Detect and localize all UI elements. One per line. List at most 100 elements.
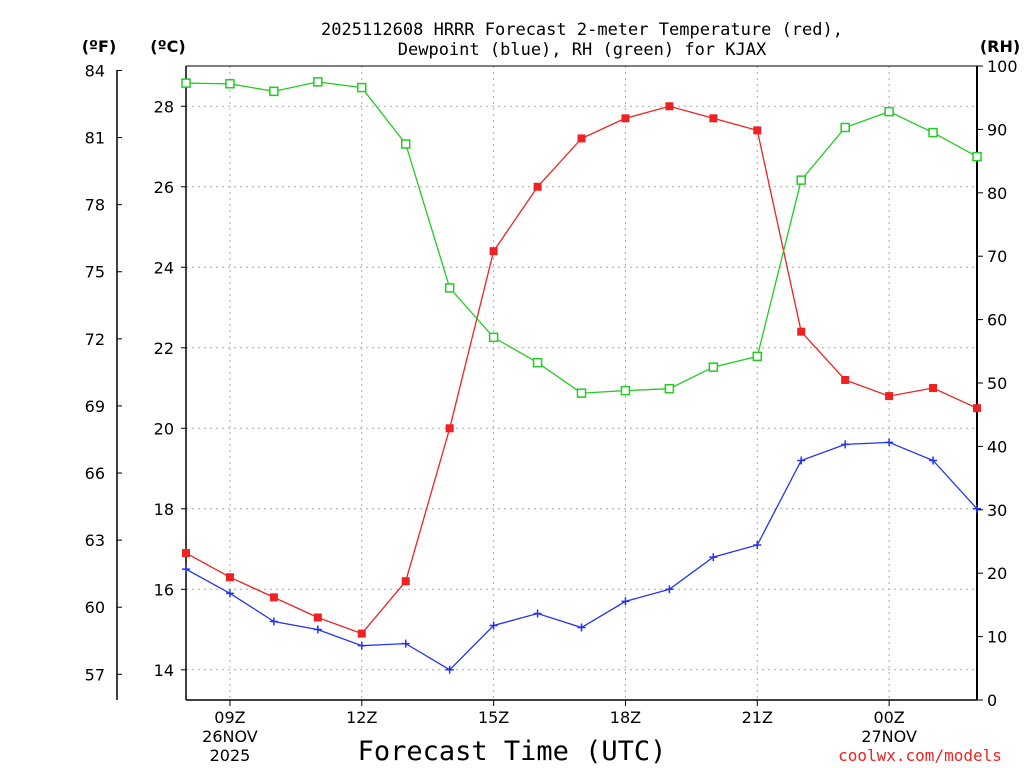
dewpoint-point	[577, 623, 586, 632]
celsius-tick-label: 20	[154, 419, 174, 438]
fahrenheit-tick-label: 69	[85, 397, 105, 416]
fahrenheit-tick-label: 84	[85, 61, 105, 80]
tick-labels: 57 60 63 66 69 72 75 78 81 84 14 16 18 20 22 24 26 28 0 10 2…	[85, 57, 1018, 765]
dewpoint-point	[841, 440, 850, 449]
rh-point	[620, 385, 631, 396]
rh-point	[532, 357, 543, 368]
dewpoint-point	[313, 625, 322, 634]
rh-point	[796, 175, 806, 185]
rh-tick-label: 50	[987, 374, 1007, 393]
rh-point	[269, 86, 279, 97]
temperature-point	[665, 102, 674, 111]
rh-point	[576, 388, 587, 398]
x-tick-label: 12Z	[346, 708, 377, 727]
rh-point	[313, 77, 323, 87]
temperature-point	[489, 247, 498, 256]
temperature-point	[797, 327, 806, 336]
rh-tick-label: 10	[987, 628, 1007, 647]
fahrenheit-tick-label: 75	[85, 263, 105, 282]
chart-title-line1: 2025112608 HRRR Forecast 2-meter Tempera…	[321, 20, 843, 40]
fahrenheit-unit-label: (ºF)	[82, 37, 117, 56]
axes	[116, 65, 983, 706]
rh-point	[752, 351, 763, 362]
rh-tick-label: 90	[987, 120, 1007, 139]
x-tick-label: 18Z	[610, 708, 641, 727]
rh-point	[444, 283, 455, 293]
rh-point	[928, 127, 938, 138]
rh-point	[840, 122, 850, 133]
celsius-tick-label: 26	[154, 178, 174, 197]
rh-point	[972, 151, 982, 162]
temperature-point	[577, 134, 586, 143]
rh-tick-label: 30	[987, 501, 1007, 520]
rh-tick-label: 80	[987, 184, 1007, 203]
rh-tick-label: 60	[987, 311, 1007, 330]
x-tick-label: 21Z	[742, 708, 773, 727]
x-axis-label: Forecast Time (UTC)	[358, 736, 667, 767]
celsius-unit-label: (ºC)	[150, 37, 185, 56]
rh-point	[488, 332, 499, 343]
x-tick-label: 15Z	[478, 708, 509, 727]
rh-point	[181, 78, 191, 88]
fahrenheit-tick-label: 57	[85, 665, 105, 684]
temperature-point	[753, 126, 762, 135]
temperature-point	[269, 593, 278, 602]
rh-tick-label: 40	[987, 437, 1007, 456]
celsius-tick-label: 28	[154, 97, 174, 116]
temperature-point	[225, 573, 234, 582]
celsius-tick-label: 14	[154, 661, 174, 680]
dewpoint-point	[797, 456, 806, 465]
dewpoint-point	[665, 585, 674, 594]
rh-tick-label: 100	[987, 57, 1018, 76]
fahrenheit-tick-label: 78	[85, 196, 105, 215]
temperature-point	[841, 375, 850, 384]
temperature-point	[182, 549, 190, 558]
temperature-point	[885, 392, 894, 401]
dewpoint-point	[973, 504, 981, 513]
rh-point	[664, 383, 675, 394]
fahrenheit-tick-label: 66	[85, 464, 105, 483]
x-tick-year-label: 2025	[210, 746, 251, 765]
fahrenheit-tick-label: 63	[85, 531, 105, 550]
celsius-tick-label: 16	[154, 580, 174, 599]
celsius-tick-label: 18	[154, 500, 174, 519]
dewpoint-point	[269, 617, 278, 626]
dewpoint-point	[401, 639, 410, 648]
series	[181, 77, 982, 674]
dewpoint-point	[489, 621, 498, 630]
dewpoint-point	[357, 641, 366, 650]
temperature-point	[621, 114, 630, 123]
dewpoint-point	[445, 665, 454, 674]
rh-unit-label: (RH)	[980, 37, 1020, 56]
temperature-point	[357, 629, 366, 638]
rh-point	[357, 82, 367, 93]
rh-tick-label: 70	[987, 247, 1007, 266]
chart-title-line2: Dewpoint (blue), RH (green) for KJAX	[398, 40, 767, 60]
dewpoint-point	[709, 553, 718, 562]
dewpoint-point	[225, 589, 234, 598]
x-tick-date-label: 27NOV	[861, 727, 917, 746]
dewpoint-point	[621, 597, 630, 606]
fahrenheit-tick-label: 72	[85, 330, 105, 349]
temperature-point	[445, 424, 454, 433]
temperature-point	[709, 114, 718, 123]
dewpoint-point	[533, 609, 542, 618]
fahrenheit-tick-label: 60	[85, 598, 105, 617]
celsius-tick-label: 22	[154, 339, 174, 358]
rh-tick-label: 0	[987, 691, 997, 710]
rh-point	[708, 362, 719, 372]
x-tick-label: 00Z	[873, 708, 904, 727]
temperature-point	[313, 613, 322, 622]
dewpoint-point	[885, 438, 894, 447]
rh-tick-label: 20	[987, 564, 1007, 583]
watermark: coolwx.com/models	[838, 746, 1002, 765]
rh-point	[884, 106, 894, 117]
dewpoint-point	[182, 565, 190, 574]
x-tick-date-label: 26NOV	[202, 727, 258, 746]
dewpoint-point	[929, 456, 938, 465]
fahrenheit-tick-label: 81	[85, 129, 105, 148]
rh-point	[225, 79, 235, 89]
temperature-point	[533, 182, 542, 191]
